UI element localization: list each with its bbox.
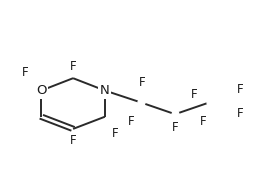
Text: F: F (191, 88, 198, 101)
Text: F: F (237, 107, 244, 120)
Text: F: F (70, 134, 76, 147)
Text: F: F (237, 83, 244, 96)
Text: F: F (22, 66, 29, 79)
Text: F: F (70, 60, 76, 73)
Text: F: F (128, 115, 134, 128)
Text: N: N (100, 84, 110, 97)
Text: O: O (36, 84, 47, 97)
Text: F: F (172, 121, 178, 134)
Text: F: F (112, 127, 118, 140)
Text: F: F (200, 115, 207, 128)
Text: F: F (139, 76, 145, 89)
